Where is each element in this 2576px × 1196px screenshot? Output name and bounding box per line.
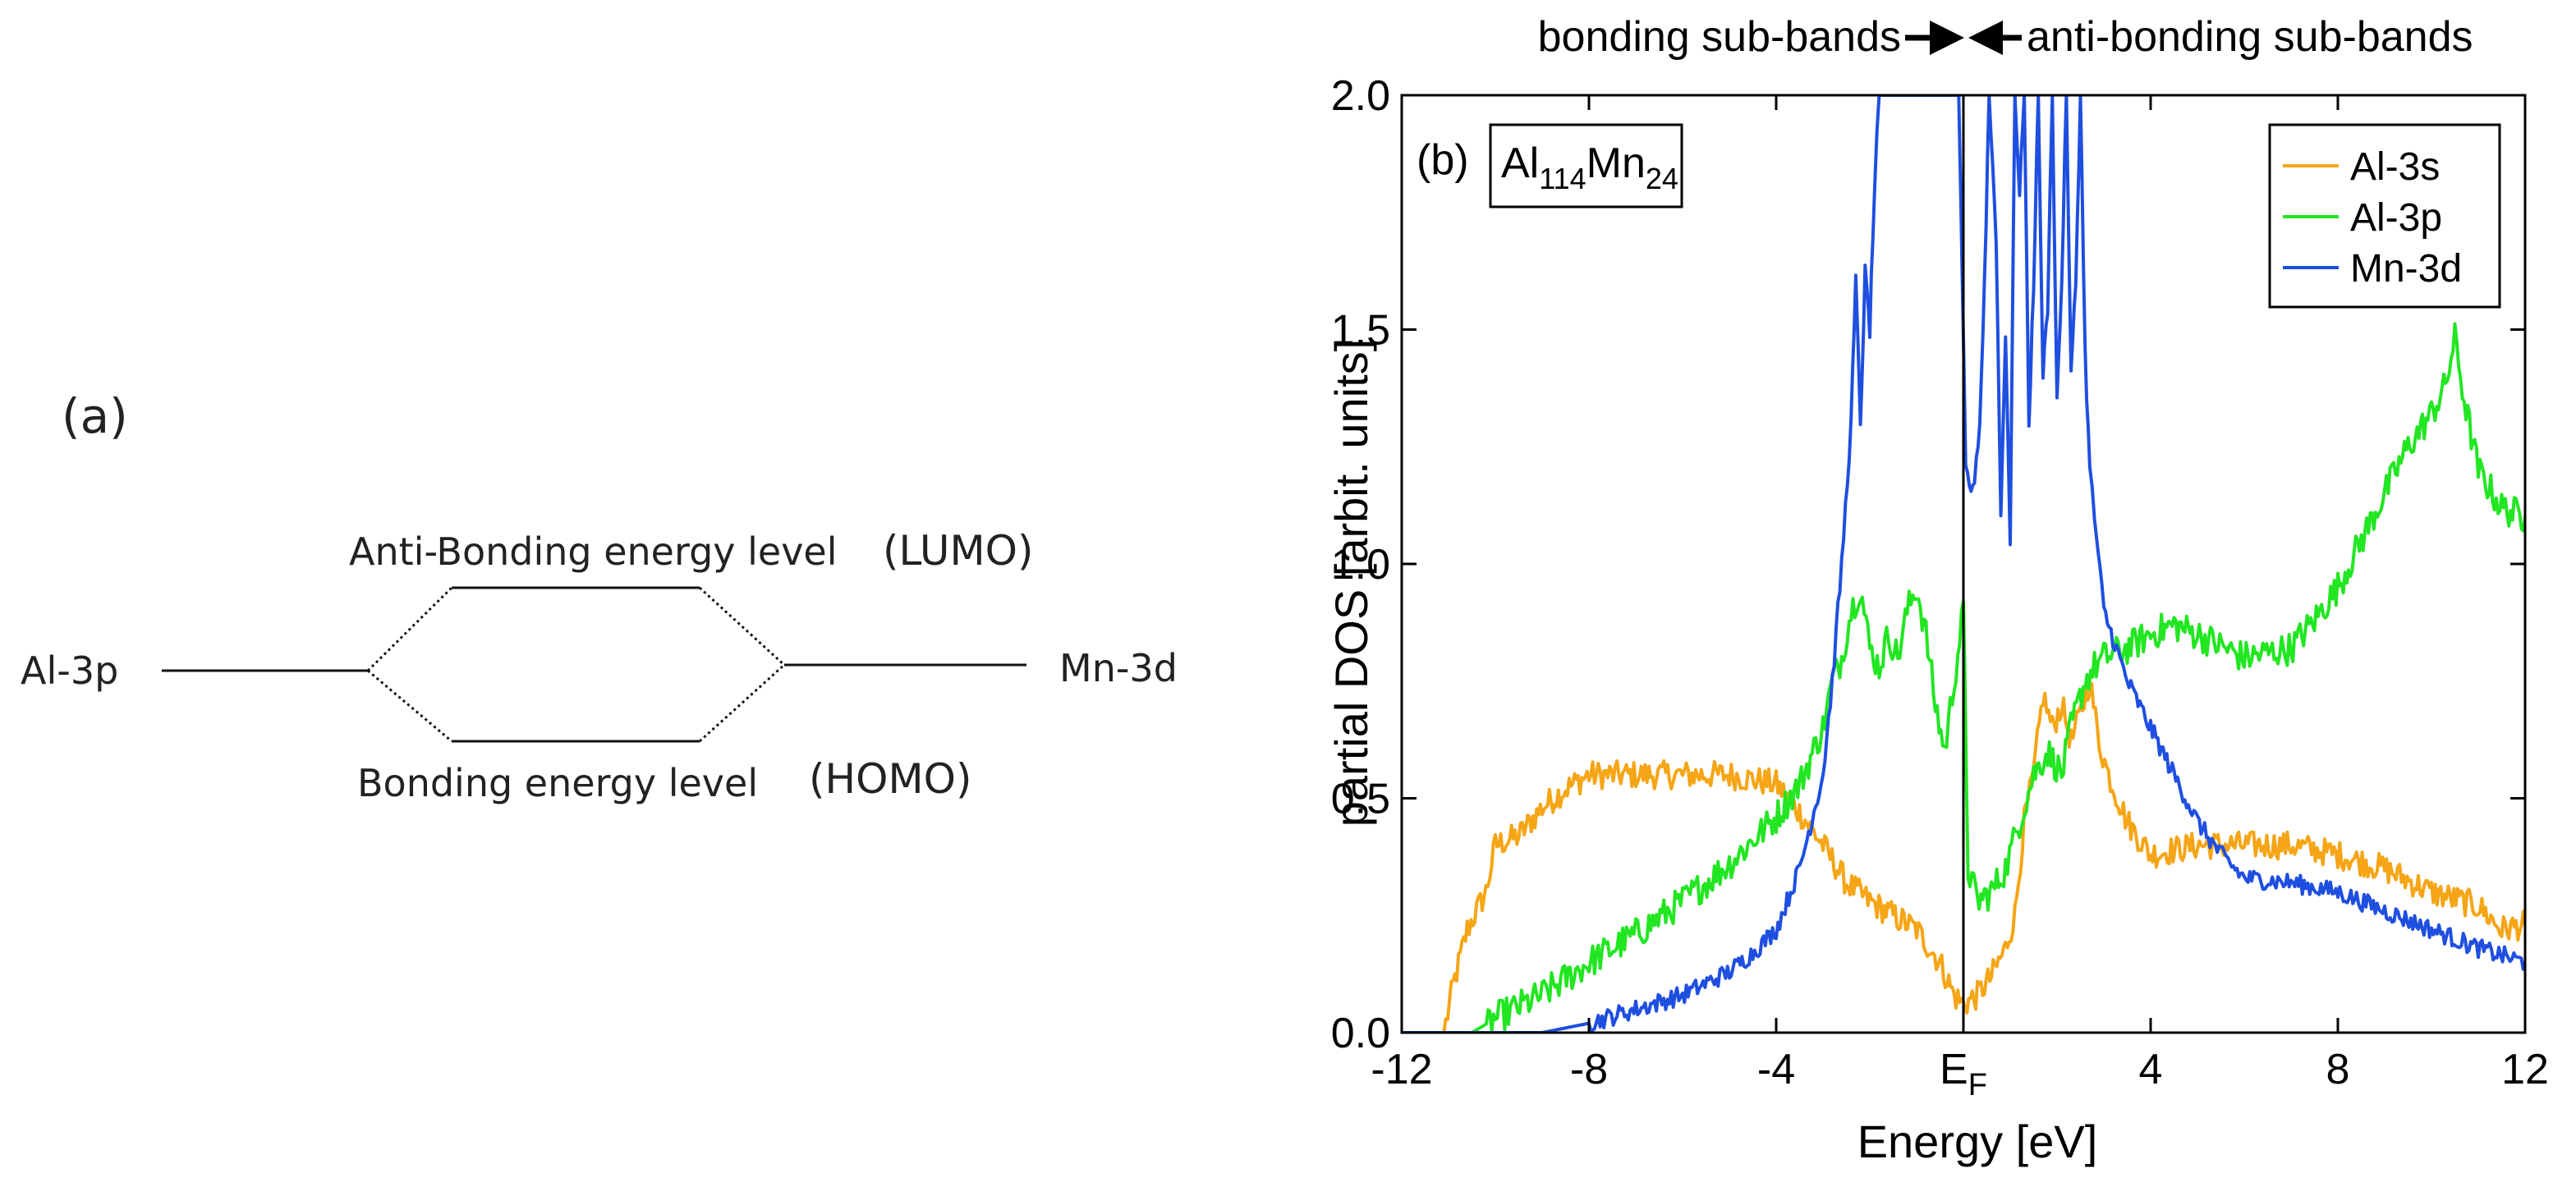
chart-panel-label: (b) xyxy=(1417,136,1469,184)
diagram-panel-label: (a) xyxy=(62,388,128,444)
x-tick-label: 12 xyxy=(2501,1046,2549,1093)
x-tick-label: 4 xyxy=(2139,1046,2163,1093)
x-tick-label: 8 xyxy=(2326,1046,2350,1093)
anti-bonding-subbands-label: anti-bonding sub-bands xyxy=(2027,13,2473,61)
bonding-subbands-label: bonding sub-bands xyxy=(1538,13,1901,61)
legend-label-mn-3d: Mn-3d xyxy=(2350,247,2462,291)
left-to-bonding-connector xyxy=(367,669,452,743)
compound-box xyxy=(1489,123,1683,208)
legend-entries: Al-3s Al-3p Mn-3d xyxy=(2283,145,2462,291)
y-tick-label: 2.0 xyxy=(1331,72,1390,120)
legend-label-al-3p: Al-3p xyxy=(2350,196,2442,240)
y-tick-label: 0.5 xyxy=(1331,776,1390,823)
right-orbital-label: Mn-3d xyxy=(1059,646,1178,690)
legend-label-al-3s: Al-3s xyxy=(2350,145,2440,189)
bonding-level-label: Bonding energy level xyxy=(357,761,758,805)
y-tick-label: 1.5 xyxy=(1331,307,1390,355)
axis-ticks: -12 -8 -4 EF 4 8 12 0.0 0.5 1.0 1.5 2.0 xyxy=(1331,72,2549,1102)
series-line-al-3p xyxy=(1402,322,2525,1033)
top-annotation: bonding sub-bands anti-bonding sub-bands xyxy=(1538,13,2473,61)
anti-bonding-level-label: Anti-Bonding energy level xyxy=(349,529,838,574)
right-to-bonding-connector xyxy=(698,663,786,743)
series-line-mn-3d xyxy=(1402,95,2525,1033)
lumo-label: (LUMO) xyxy=(883,527,1033,575)
y-tick-label: 0.0 xyxy=(1331,1010,1390,1057)
right-to-antibonding-connector xyxy=(698,586,786,667)
x-axis-label: Energy [eV] xyxy=(1857,1116,2098,1167)
homo-label: (HOMO) xyxy=(809,755,971,803)
left-orbital-label: Al-3p xyxy=(21,648,118,693)
series-group xyxy=(1402,95,2525,1033)
x-tick-label: -4 xyxy=(1757,1046,1795,1093)
left-to-antibonding-connector xyxy=(366,586,453,672)
compound-label: (b) Al114Mn24 xyxy=(1417,123,1683,208)
mo-diagram: (a) Al-3p Mn-3d Anti-Bonding energy leve… xyxy=(21,388,1178,805)
x-tick-label: -8 xyxy=(1570,1046,1608,1093)
y-axis-label: partial DOS [arbit. units] xyxy=(1325,339,1377,827)
x-tick-label: -12 xyxy=(1371,1046,1432,1093)
legend: Al-3s Al-3p Mn-3d xyxy=(2268,123,2501,309)
compound-formula: Al114Mn24 xyxy=(1501,140,1678,195)
x-tick-label: EF xyxy=(1940,1046,1987,1102)
series-line-al-3s xyxy=(1402,681,2525,1033)
y-tick-label: 1.0 xyxy=(1331,541,1390,589)
